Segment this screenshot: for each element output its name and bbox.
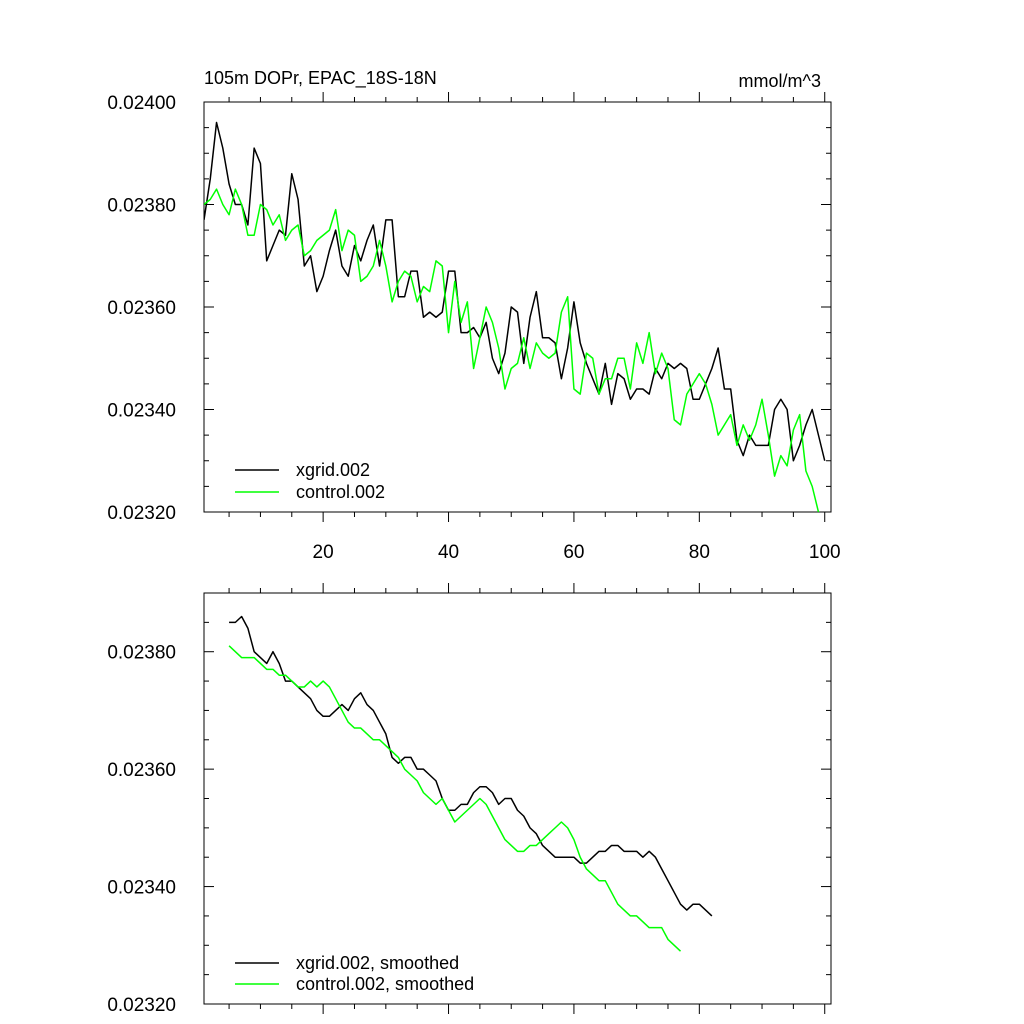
x-tick-label: 100 (809, 542, 841, 563)
y-tick-label: 0.02360 (107, 298, 176, 319)
legend-label: control.002 (296, 482, 385, 502)
bottom-panel: 0.02320 0.02340 0.02360 0.02380 xgrid.002, s… (107, 583, 832, 1016)
series-line-control-002 (204, 188, 820, 513)
y-tick-label: 0.02360 (107, 760, 176, 781)
legend-label: xgrid.002, smoothed (296, 953, 459, 973)
plot-frame (203, 592, 832, 1005)
x-tick-label: 40 (438, 542, 459, 563)
y-tick-label: 0.02340 (107, 401, 176, 422)
x-tick-label: 20 (313, 542, 334, 563)
y-tick-label: 0.02320 (107, 995, 176, 1016)
series-line-control-002-smoothed (228, 645, 682, 952)
series-line-xgrid-002-smoothed (229, 615, 713, 917)
y-tick-label: 0.02400 (107, 93, 176, 114)
series-line-xgrid-002 (204, 121, 826, 462)
x-tick-label: 80 (689, 542, 710, 563)
y-tick-label: 0.02320 (107, 503, 176, 524)
plot-frame (203, 101, 832, 513)
y-tick-label: 0.02380 (107, 196, 176, 217)
x-tick-label: 60 (563, 542, 584, 563)
legend-label: xgrid.002 (296, 460, 370, 480)
units-label: mmol/m^3 (739, 71, 821, 91)
chart-title: 105m DOPr, EPAC_18S-18N (204, 68, 437, 89)
y-tick-label: 0.02380 (107, 643, 176, 664)
y-tick-label: 0.02340 (107, 878, 176, 899)
legend-label: control.002, smoothed (296, 974, 474, 994)
top-panel: 20 40 60 80 100 0.02320 0.02340 0.02360 0.02380 0… (107, 68, 840, 563)
